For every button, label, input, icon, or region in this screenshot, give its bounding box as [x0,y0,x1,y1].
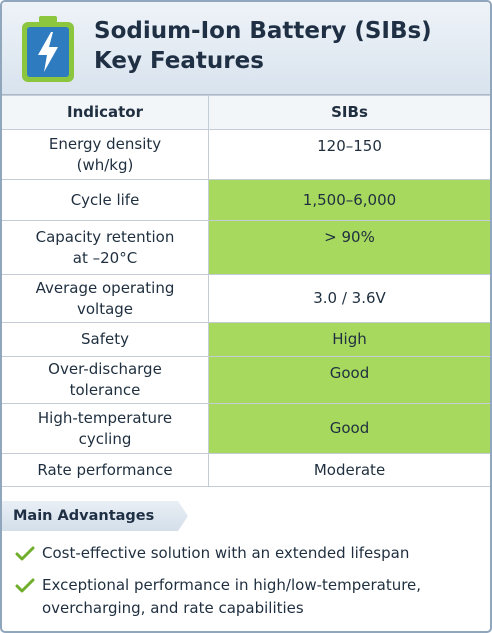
indicator-line: Energy density [48,134,162,153]
main-advantages-heading: Main Advantages [2,501,188,531]
value-cell: Good [209,404,490,453]
indicator-line: High-temperature [37,408,173,427]
indicator-cell: Average operating voltage [2,275,209,322]
value-cell: Moderate [313,460,386,479]
list-item: Cost-effective solution with an extended… [2,542,490,565]
table-row: Cycle life 1,500–6,000 [2,180,490,221]
indicator-line: Average operating [35,278,175,297]
value-cell: > 90% [209,221,490,274]
indicator-line: cycling [78,429,132,448]
value-cell: 120–150 [317,137,382,155]
list-item: Exceptional performance in high/low-temp… [2,574,490,620]
indicator-cell: Cycle life [2,180,209,220]
advantage-text: overcharging, and rate capabilities [42,599,304,617]
advantage-text: Cost-effective solution with an extended… [42,544,410,562]
features-table: Indicator SIBs Energy density (wh/kg) 120… [2,95,490,487]
indicator-line: Capacity retention [35,227,175,246]
value-cell: Good [209,357,490,403]
indicator-line: tolerance [69,381,141,399]
table-row: Average operating voltage 3.0 / 3.6V [2,275,490,323]
value-cell: 3.0 / 3.6V [313,289,386,307]
indicator-cell: Capacity retention at –20°C [2,221,209,274]
table-row: Rate performance Moderate [2,454,490,487]
column-header-indicator: Indicator [2,96,209,129]
advantage-text: Exceptional performance in high/low-temp… [42,576,422,594]
indicator-cell: Over-discharge tolerance [2,357,209,403]
indicator-cell: High-temperature cycling [2,404,209,453]
indicator-line: Over-discharge [48,360,162,378]
indicator-cell: Rate performance [2,454,209,486]
indicator-line: Cycle life [70,190,140,209]
indicator-line: Rate performance [37,460,173,479]
indicator-cell: Safety [2,323,209,356]
title-line-1: Sodium-Ion Battery (SIBs) [94,18,432,44]
advantages-list: Cost-effective solution with an extended… [2,542,490,629]
page-title: Sodium-Ion Battery (SIBs) Key Features [94,16,474,76]
battery-charging-icon [22,16,74,82]
table-row: Over-discharge tolerance Good [2,357,490,404]
header: Sodium-Ion Battery (SIBs) Key Features [2,2,490,95]
indicator-line: voltage [76,299,134,318]
indicator-line: (wh/kg) [76,155,134,174]
value-cell: 1,500–6,000 [209,180,490,220]
indicator-cell: Energy density (wh/kg) [2,130,209,179]
table-row: Energy density (wh/kg) 120–150 [2,130,490,180]
indicator-line: Safety [81,330,129,348]
table-header-row: Indicator SIBs [2,95,490,130]
table-row: High-temperature cycling Good [2,404,490,454]
table-row: Safety High [2,323,490,357]
indicator-line: at –20°C [72,248,138,267]
column-header-sibs: SIBs [331,103,368,121]
check-icon [15,578,35,593]
table-row: Capacity retention at –20°C > 90% [2,221,490,275]
check-icon [15,546,35,561]
value-cell: High [209,323,490,356]
title-line-2: Key Features [94,48,264,74]
